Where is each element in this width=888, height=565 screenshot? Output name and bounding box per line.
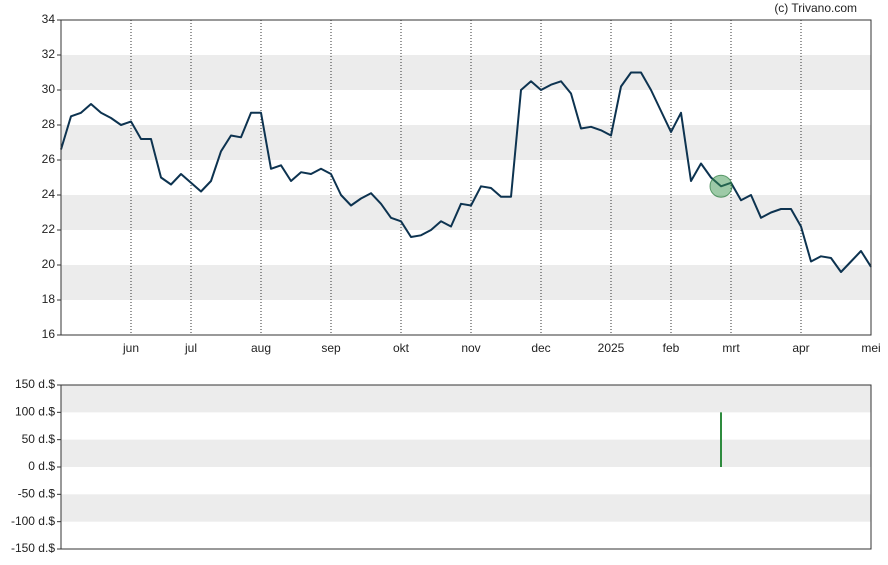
y-tick-label: 22	[42, 222, 56, 236]
x-tick-label: jun	[122, 341, 139, 355]
y-tick-label: 0 d.$	[28, 459, 55, 473]
x-tick-label: mei	[861, 341, 880, 355]
y-tick-label: 32	[42, 47, 56, 61]
y-tick-label: 16	[42, 327, 56, 341]
event-marker	[709, 174, 733, 198]
plot-frame	[60, 384, 872, 550]
y-tick-label: 26	[42, 152, 56, 166]
y-tick-label: 50 d.$	[22, 432, 56, 446]
y-tick-label: 150 d.$	[15, 377, 55, 391]
x-tick-label: okt	[393, 341, 410, 355]
y-tick-label: -150 d.$	[11, 541, 55, 555]
x-tick-label: aug	[251, 341, 271, 355]
x-tick-label: nov	[461, 341, 480, 355]
y-tick-label: 18	[42, 292, 56, 306]
y-tick-label: 28	[42, 117, 56, 131]
band	[61, 494, 871, 522]
band	[61, 125, 871, 160]
y-tick-label: -100 d.$	[11, 514, 55, 528]
y-tick-label: 24	[42, 187, 56, 201]
y-tick-label: 100 d.$	[15, 405, 55, 419]
y-tick-label: 20	[42, 257, 56, 271]
x-tick-label: mrt	[722, 341, 740, 355]
y-tick-label: -50 d.$	[18, 487, 56, 501]
band	[61, 55, 871, 90]
x-tick-label: dec	[531, 341, 550, 355]
price-line	[60, 71, 872, 273]
band	[61, 385, 871, 413]
plot-frame	[60, 19, 872, 336]
y-tick-label: 30	[42, 82, 56, 96]
x-tick-label: apr	[792, 341, 809, 355]
y-tick-label: 34	[42, 12, 56, 26]
x-tick-label: sep	[321, 341, 341, 355]
x-tick-label: feb	[663, 341, 680, 355]
band	[61, 265, 871, 300]
credit: (c) Trivano.com	[774, 1, 857, 15]
band	[61, 195, 871, 230]
band	[61, 439, 871, 467]
x-tick-label: 2025	[598, 341, 625, 355]
x-tick-label: jul	[184, 341, 197, 355]
